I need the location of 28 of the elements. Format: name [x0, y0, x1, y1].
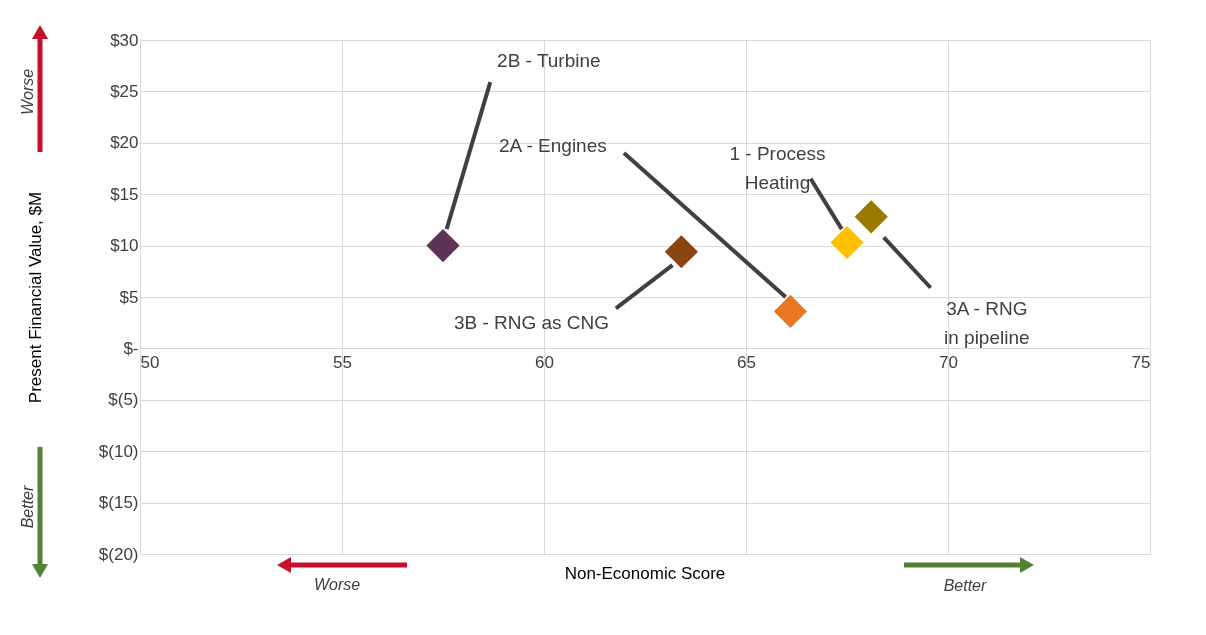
y-tick-label: $(10) — [98, 441, 139, 461]
text: 3A - RNG in pipeline — [943, 298, 1030, 349]
text: 2B - Turbine — [497, 49, 601, 71]
y-tick-label: $(5) — [108, 390, 139, 410]
y-tick-label: $- — [123, 338, 139, 358]
text: Better — [943, 577, 988, 594]
text: Worse — [19, 68, 36, 116]
text: Better — [19, 484, 36, 529]
text: 2A - Engines — [499, 134, 607, 156]
y-tick-label: $(15) — [98, 493, 139, 513]
x-tick-label: 60 — [535, 352, 554, 372]
y-axis-title: Present Financial Value, $M — [25, 191, 45, 404]
text: 1 - Process Heating — [729, 143, 826, 194]
y-tick-label: $15 — [110, 184, 139, 204]
y-tick-label: $10 — [110, 236, 139, 256]
x-tick-label: 50 — [140, 352, 160, 372]
text: Worse — [313, 576, 361, 593]
y-tick-label: $5 — [119, 287, 139, 307]
x-tick-label: 70 — [939, 352, 958, 372]
text: 3B - RNG as CNG — [453, 311, 610, 333]
y-tick-label: $(20) — [98, 544, 139, 564]
y-tick-label: $25 — [110, 81, 139, 101]
x-axis-title: Non-Economic Score — [564, 564, 726, 583]
x-tick-label: 65 — [737, 352, 756, 372]
x-tick-label: 55 — [333, 352, 352, 372]
x-tick-label: 75 — [1131, 352, 1151, 372]
y-tick-label: $20 — [110, 133, 139, 153]
y-tick-label: $30 — [110, 30, 139, 50]
